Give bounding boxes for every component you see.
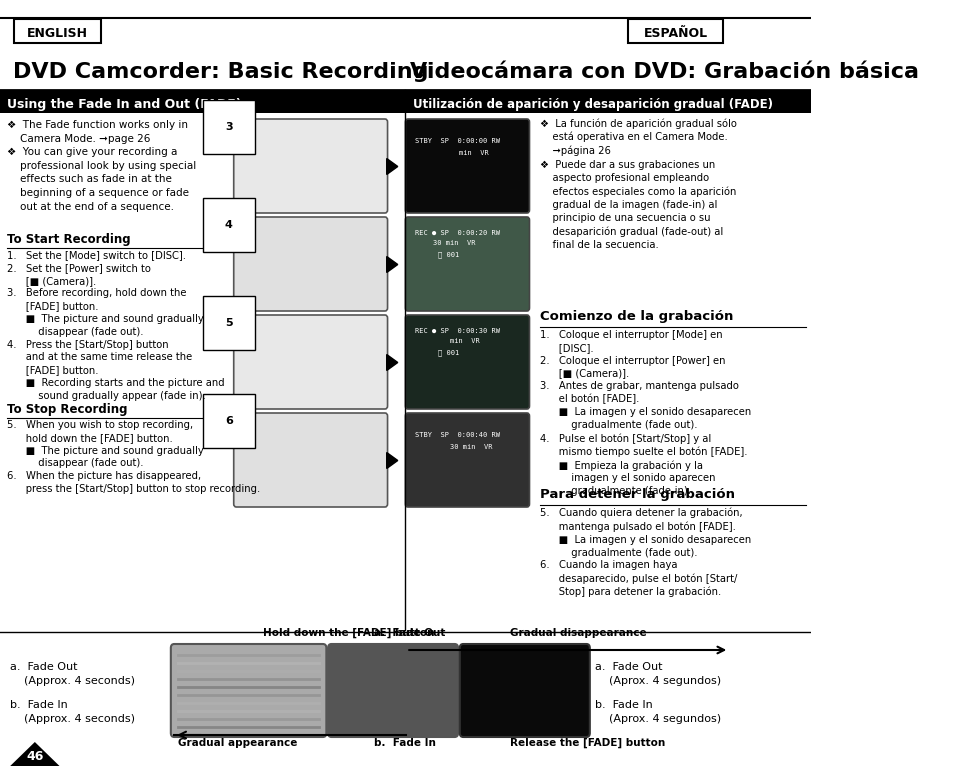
- Text: b.  Fade In: b. Fade In: [10, 700, 68, 710]
- Text: min  VR: min VR: [450, 338, 479, 344]
- FancyBboxPatch shape: [233, 315, 387, 409]
- FancyBboxPatch shape: [171, 644, 326, 737]
- Text: b.  Fade In: b. Fade In: [595, 700, 652, 710]
- Text: Hold down the [FADE] button: Hold down the [FADE] button: [263, 627, 435, 638]
- Text: a.  Fade Out: a. Fade Out: [595, 662, 661, 672]
- Polygon shape: [386, 453, 397, 469]
- Text: 46: 46: [26, 751, 44, 764]
- FancyBboxPatch shape: [405, 119, 529, 213]
- Text: 30 min  VR: 30 min VR: [433, 240, 476, 246]
- Text: 1.   Coloque el interruptor [Mode] en
      [DISC].
2.   Coloque el interruptor : 1. Coloque el interruptor [Mode] en [DIS…: [539, 330, 750, 496]
- Text: 5: 5: [225, 318, 233, 328]
- Text: STBY  SP  0:00:00 RW: STBY SP 0:00:00 RW: [415, 138, 499, 144]
- Polygon shape: [10, 742, 59, 766]
- FancyBboxPatch shape: [233, 217, 387, 311]
- Polygon shape: [386, 257, 397, 273]
- Text: Gradual appearance: Gradual appearance: [178, 738, 297, 748]
- Text: 🎥 001: 🎥 001: [437, 349, 458, 355]
- Text: REC ● SP  0:00:20 RW: REC ● SP 0:00:20 RW: [415, 230, 499, 236]
- Text: 6: 6: [225, 416, 233, 426]
- Text: (Approx. 4 seconds): (Approx. 4 seconds): [10, 714, 135, 724]
- Text: ❖  The Fade function works only in
    Camera Mode. ➞page 26
❖  You can give you: ❖ The Fade function works only in Camera…: [7, 120, 196, 211]
- Text: 5.   Cuando quiera detener la grabación,
      mantenga pulsado el botón [FADE].: 5. Cuando quiera detener la grabación, m…: [539, 508, 750, 597]
- Text: (Approx. 4 seconds): (Approx. 4 seconds): [10, 676, 135, 686]
- Text: 3: 3: [225, 122, 233, 132]
- FancyBboxPatch shape: [405, 217, 529, 311]
- Text: 1.   Set the [Mode] switch to [DISC].
2.   Set the [Power] switch to
      [■ (C: 1. Set the [Mode] switch to [DISC]. 2. S…: [7, 250, 224, 401]
- Text: 4: 4: [225, 220, 233, 230]
- Text: Release the [FADE] button: Release the [FADE] button: [510, 738, 664, 748]
- FancyBboxPatch shape: [627, 19, 722, 43]
- Text: Using the Fade In and Out (FADE): Using the Fade In and Out (FADE): [7, 97, 241, 110]
- Text: a.  Fade Out: a. Fade Out: [374, 628, 445, 638]
- Text: ❖  La función de aparición gradual sólo
    está operativa en el Camera Mode.
  : ❖ La función de aparición gradual sólo e…: [539, 118, 736, 250]
- Text: min  VR: min VR: [458, 150, 488, 156]
- Polygon shape: [386, 355, 397, 371]
- Bar: [406, 91, 810, 113]
- Text: Gradual disappearance: Gradual disappearance: [510, 628, 646, 638]
- FancyBboxPatch shape: [405, 315, 529, 409]
- FancyBboxPatch shape: [14, 19, 101, 43]
- FancyBboxPatch shape: [328, 644, 457, 737]
- Text: Para detener la grabación: Para detener la grabación: [539, 488, 734, 501]
- Text: 30 min  VR: 30 min VR: [450, 444, 493, 450]
- Polygon shape: [386, 159, 397, 175]
- FancyBboxPatch shape: [233, 413, 387, 507]
- Text: ESPAÑOL: ESPAÑOL: [643, 27, 707, 40]
- FancyBboxPatch shape: [459, 644, 589, 737]
- Text: Comienzo de la grabación: Comienzo de la grabación: [539, 310, 732, 323]
- FancyBboxPatch shape: [233, 119, 387, 213]
- Text: 5.   When you wish to stop recording,
      hold down the [FADE] button.
      ■: 5. When you wish to stop recording, hold…: [7, 420, 260, 494]
- Text: 🎥 001: 🎥 001: [437, 251, 458, 257]
- Text: (Aprox. 4 segundos): (Aprox. 4 segundos): [595, 676, 720, 686]
- Text: Videocámara con DVD: Grabación básica: Videocámara con DVD: Grabación básica: [409, 62, 918, 82]
- Text: DVD Camcorder: Basic Recording: DVD Camcorder: Basic Recording: [12, 62, 428, 82]
- Text: To Stop Recording: To Stop Recording: [7, 403, 127, 416]
- Text: Utilización de aparición y desaparición gradual (FADE): Utilización de aparición y desaparición …: [413, 97, 772, 110]
- Text: a.  Fade Out: a. Fade Out: [10, 662, 77, 672]
- FancyBboxPatch shape: [405, 413, 529, 507]
- Text: b.  Fade In: b. Fade In: [374, 738, 436, 748]
- Text: ENGLISH: ENGLISH: [28, 27, 89, 40]
- Bar: [0, 91, 404, 113]
- Text: REC ● SP  0:00:30 RW: REC ● SP 0:00:30 RW: [415, 328, 499, 334]
- Text: (Aprox. 4 segundos): (Aprox. 4 segundos): [595, 714, 720, 724]
- Text: To Start Recording: To Start Recording: [7, 233, 131, 246]
- Text: STBY  SP  0:00:40 RW: STBY SP 0:00:40 RW: [415, 432, 499, 438]
